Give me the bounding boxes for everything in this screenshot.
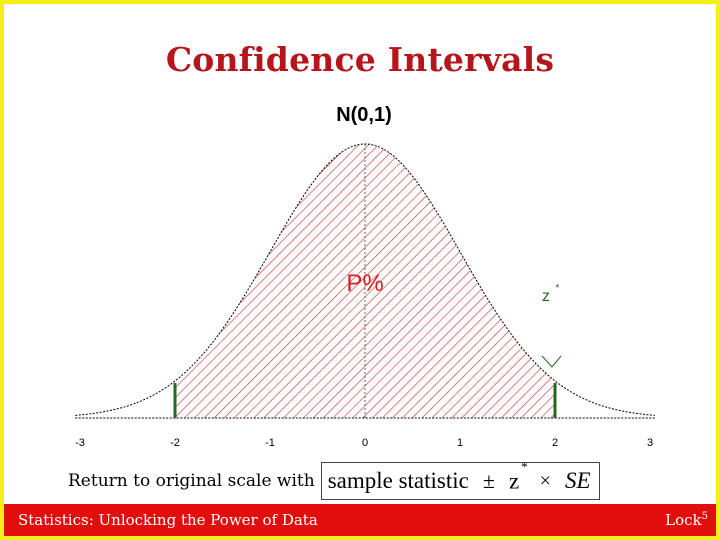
footer-author-sup: 5 (701, 511, 708, 522)
formula-plus-minus: ± (482, 468, 495, 493)
normal-curve (75, 143, 655, 416)
critical-arrow (541, 355, 562, 368)
x-tick-label: 3 (647, 437, 653, 449)
formula-se: SE (564, 468, 591, 493)
formula-star: * (521, 458, 528, 474)
x-axis-ticks: -3 -2 -1 0 1 2 3 (75, 437, 653, 449)
formula-row: Return to original scale with sample sta… (68, 459, 600, 500)
formula-lead-text: Return to original scale with (68, 471, 315, 491)
x-tick-label: -1 (265, 437, 275, 449)
critical-label: z * (542, 283, 559, 305)
x-tick-label: 2 (552, 437, 558, 449)
chart-title: N(0,1) (336, 104, 392, 126)
x-tick-label: 1 (457, 437, 463, 449)
x-tick-label: -2 (170, 437, 180, 449)
footer-author-name: Lock (665, 511, 702, 529)
footer-author: Lock5 (665, 511, 708, 529)
footer-book-title: Statistics: Unlocking the Power of Data (18, 511, 318, 529)
slide-title: Confidence Intervals (165, 40, 555, 79)
x-tick-label: -3 (75, 437, 85, 449)
formula-z-star: z* (508, 459, 528, 495)
footer-bar: Statistics: Unlocking the Power of Data … (4, 504, 716, 536)
formula-statistic: sample statistic (327, 468, 469, 493)
normal-curve-chart: N(0,1) -3 -2 -1 0 1 2 3 P% z * (75, 104, 655, 449)
ci-formula: sample statistic ± z* × SE (320, 459, 600, 500)
formula-z: z (508, 468, 520, 494)
x-tick-label: 0 (362, 437, 368, 449)
formula-times: × (539, 469, 551, 492)
center-label: P% (346, 270, 383, 297)
